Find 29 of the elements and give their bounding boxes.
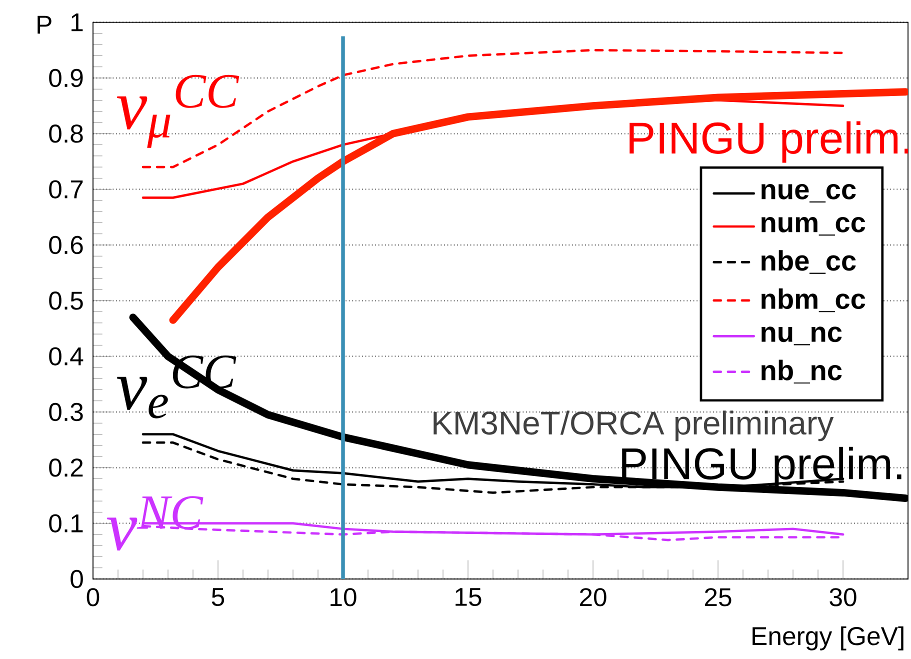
legend-label: nb_nc <box>762 360 842 384</box>
x-tick-label: 5 <box>212 588 224 606</box>
y-tick-label: 0.2 <box>49 458 83 477</box>
legend-label: nbe_cc <box>762 250 856 274</box>
annotation: KM3NeT/ORCA preliminary <box>434 410 834 442</box>
x-tick-label: 10 <box>330 588 356 606</box>
y-tick-label: 0.6 <box>49 236 83 254</box>
legend-label: num_cc <box>762 217 866 236</box>
x-tick-label: 25 <box>704 588 732 606</box>
y-tick-label: 0.7 <box>49 180 83 198</box>
y-tick-label: 0.5 <box>49 292 83 310</box>
y-tick-label: 0 <box>70 570 83 588</box>
annotation: PINGU prelim. <box>622 446 902 488</box>
y-tick-label: 0.1 <box>49 514 83 532</box>
x-axis-title: Energy [GeV] <box>752 626 904 650</box>
legend-label: nbm_cc <box>762 288 866 312</box>
y-tick-label: 0.8 <box>49 124 83 143</box>
x-tick-label: 15 <box>456 588 482 606</box>
annotation: ν$_{μ}$CC <box>116 74 240 148</box>
y-tick-label: 0.9 <box>49 68 83 88</box>
legend-label: nue_cc <box>762 184 856 202</box>
y-tick-label: 0.3 <box>49 402 83 422</box>
x-tick-label: 20 <box>580 588 606 606</box>
legend-label: nu_nc <box>762 326 842 346</box>
y-axis-title: P <box>38 16 52 34</box>
x-tick-label: 0 <box>86 588 100 606</box>
y-tick-label: 1 <box>72 13 83 32</box>
x-tick-label: 30 <box>830 588 856 606</box>
y-tick-label: 0.4 <box>49 347 84 366</box>
